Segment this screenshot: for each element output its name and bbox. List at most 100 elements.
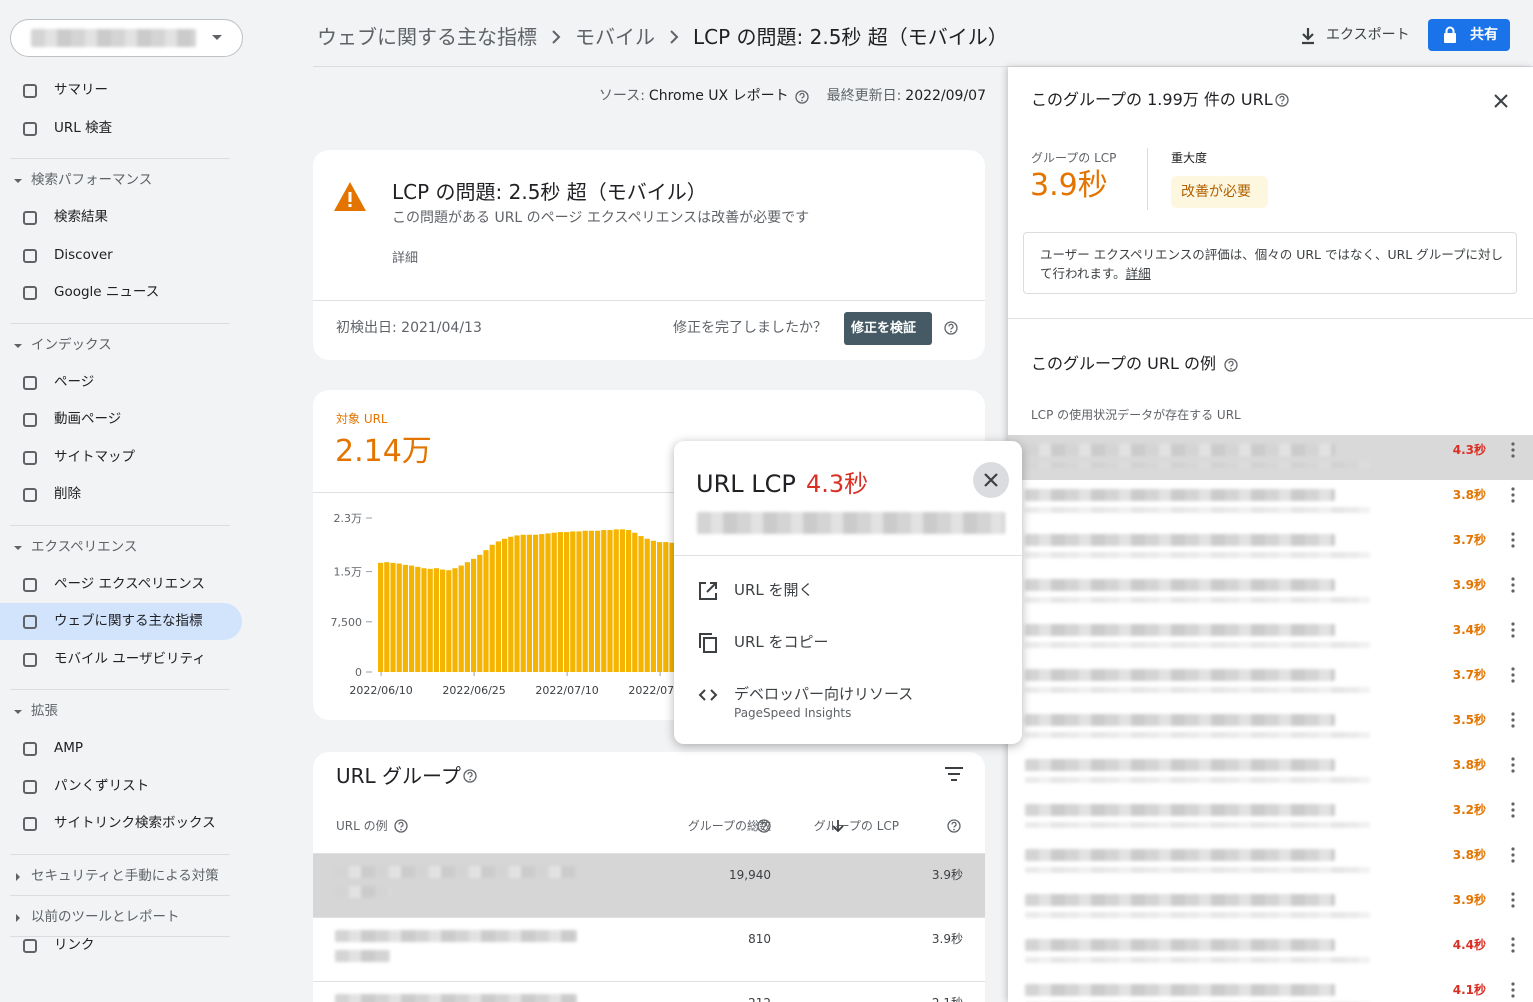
bar <box>489 544 495 672</box>
bar <box>415 566 421 672</box>
nav-item[interactable]: Google ニュース <box>54 284 160 300</box>
more-icon <box>1511 802 1515 818</box>
url-row[interactable]: 4.1秒 <box>1008 975 1533 1002</box>
url-row[interactable]: 3.2秒 <box>1008 795 1533 840</box>
nav-item[interactable]: サマリー <box>54 82 108 98</box>
url-row[interactable]: 4.4秒 <box>1008 930 1533 975</box>
bar <box>650 540 656 672</box>
issue-details[interactable]: 詳細 <box>392 251 419 266</box>
more-icon <box>1511 442 1515 458</box>
section-title[interactable]: エクスペリエンス <box>31 538 138 555</box>
breadcrumb-item[interactable]: モバイル <box>575 25 655 49</box>
nav-item[interactable]: ページ <box>54 373 95 390</box>
y-tick-label: 7,500 <box>331 616 363 629</box>
url-lcp: 3.8秒 <box>1452 488 1486 502</box>
bar <box>502 538 508 672</box>
divider <box>10 935 230 937</box>
source-text: 最終更新日: <box>826 88 902 104</box>
nav-item[interactable]: 検索結果 <box>54 209 108 225</box>
dropdown-arrow <box>212 35 222 40</box>
nav-item[interactable]: パンくずリスト <box>54 777 150 794</box>
section-title[interactable]: インデックス <box>31 336 112 353</box>
section-title[interactable]: 検索パフォーマンス <box>31 172 153 188</box>
help-icon <box>1224 358 1238 372</box>
issue-title: LCP の問題: 2.5秒 超（モバイル） <box>392 180 707 204</box>
url-row[interactable]: 3.9秒 <box>1008 885 1533 930</box>
breadcrumb-item[interactable]: ウェブに関する主な指標 <box>317 25 537 49</box>
more-icon <box>1511 487 1515 503</box>
groups-card: URL グループ URL の例 グループの総数 グループの LCP 19,940 3.9秒… <box>313 752 985 1002</box>
url-row[interactable]: 3.4秒 <box>1008 615 1533 660</box>
url-lcp: 3.9秒 <box>1452 893 1486 907</box>
nav-item[interactable]: Discover <box>54 246 113 263</box>
bar <box>557 532 563 672</box>
nav-item[interactable]: サイトマップ <box>54 448 135 465</box>
section-arrow <box>14 710 22 714</box>
url-row[interactable]: 3.8秒 <box>1008 840 1533 885</box>
share-label: 共有 <box>1470 27 1498 43</box>
more-icon <box>1511 712 1515 728</box>
bar <box>545 533 551 672</box>
nav-item[interactable]: サイトリンク検索ボックス <box>54 815 216 831</box>
bar <box>514 535 520 672</box>
url-row[interactable]: 4.3秒 <box>1008 435 1533 480</box>
group-row[interactable]: 810 3.9秒 <box>313 917 985 982</box>
header-border <box>313 66 1533 67</box>
validate-button[interactable]: 修正を検証 <box>844 312 932 345</box>
nav-icon <box>23 286 37 300</box>
share-button[interactable]: 共有 <box>1428 19 1510 51</box>
url-row[interactable]: 3.8秒 <box>1008 750 1533 795</box>
nav-item[interactable]: 動画ページ <box>54 411 122 427</box>
url-blur <box>1025 462 1370 468</box>
section-title[interactable]: 拡張 <box>31 703 58 719</box>
issue-description: この問題がある URL のページ エクスペリエンスは改善が必要です <box>392 210 810 226</box>
bar <box>378 562 384 672</box>
nav-item[interactable]: ウェブに関する主な指標 <box>54 613 203 629</box>
nav-icon <box>23 121 37 136</box>
url-row[interactable]: 3.8秒 <box>1008 480 1533 525</box>
note-link[interactable]: 詳細 <box>1125 266 1151 281</box>
url-blur <box>1025 507 1370 513</box>
divider <box>313 300 985 301</box>
bar <box>613 529 619 672</box>
sidebar: サマリー URL 検査検索パフォーマンス検索結果 Discover Google ニュ… <box>0 0 310 1002</box>
bar <box>483 550 489 672</box>
account-selector[interactable] <box>10 19 243 57</box>
action-icon <box>699 633 717 653</box>
close-icon[interactable] <box>1494 94 1508 108</box>
popup-action[interactable]: デベロッパー向けリソース <box>734 685 914 703</box>
nav-item[interactable]: AMP <box>54 740 84 756</box>
nav-item[interactable]: リンク <box>54 936 95 953</box>
affected-label: 対象 URL <box>336 412 388 426</box>
help-icon <box>1275 93 1289 107</box>
group-row[interactable]: 19,940 3.9秒 <box>313 853 985 918</box>
active-highlight <box>0 603 242 640</box>
nav-icon <box>23 938 37 953</box>
url-row[interactable]: 3.9秒 <box>1008 570 1533 615</box>
nav-item[interactable]: ページ エクスペリエンス <box>54 575 205 592</box>
nav-item[interactable]: モバイル ユーザビリティ <box>54 650 206 667</box>
breadcrumb-separator <box>670 30 679 44</box>
section-title[interactable]: セキュリティと手動による対策 <box>31 867 219 884</box>
bar <box>433 568 439 672</box>
section-title[interactable]: 以前のツールとレポート <box>31 908 180 925</box>
bar <box>663 542 669 672</box>
url-row[interactable]: 3.5秒 <box>1008 705 1533 750</box>
nav-item[interactable]: 削除 <box>54 486 81 502</box>
url-row[interactable]: 3.7秒 <box>1008 660 1533 705</box>
bar <box>588 530 594 672</box>
group-row[interactable]: 212 2.1秒 <box>313 981 985 1002</box>
url-blur <box>1025 687 1370 693</box>
url-row[interactable]: 3.7秒 <box>1008 525 1533 570</box>
group-count: 19,940 <box>729 868 771 882</box>
nav-item[interactable]: URL 検査 <box>54 119 113 136</box>
more-icon <box>1511 622 1515 638</box>
popup-action[interactable]: URL をコピー <box>734 633 829 651</box>
column-header: グループの総数 <box>687 819 771 833</box>
export-button[interactable]: エクスポート <box>1326 27 1410 43</box>
popup-close[interactable] <box>973 462 1009 498</box>
bar <box>632 532 638 672</box>
popup-action[interactable]: URL を開く <box>734 581 814 599</box>
panel-title: このグループの 1.99万 件の URL <box>1031 90 1273 109</box>
section-arrow <box>16 872 20 881</box>
